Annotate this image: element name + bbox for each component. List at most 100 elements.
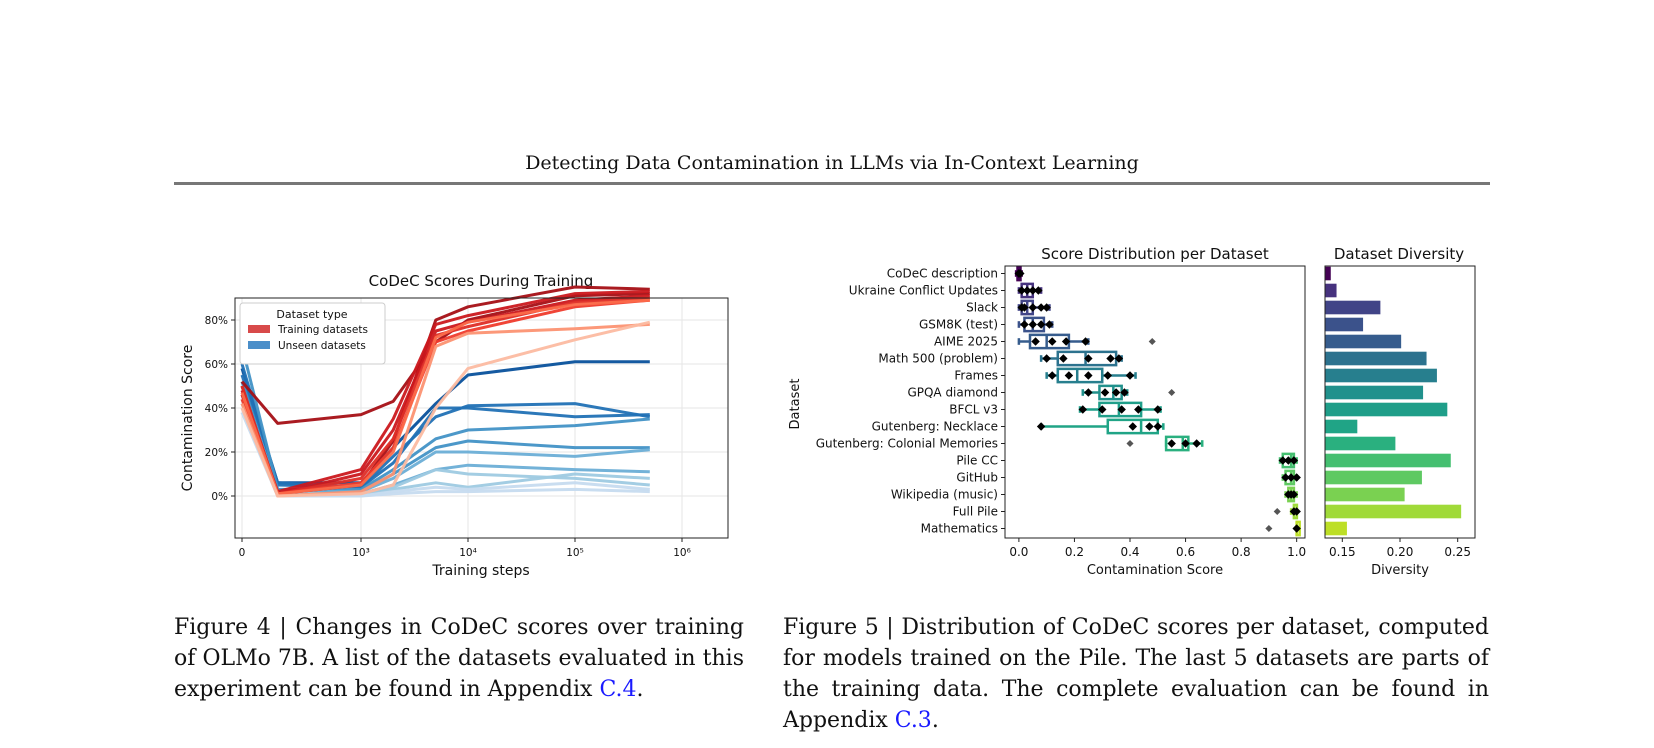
fig5-diversity-bar-9 <box>1325 419 1358 434</box>
fig5-diversity-bar-0 <box>1325 266 1331 281</box>
fig4-legend-entry-training: Training datasets <box>277 324 368 336</box>
fig5-point <box>1100 388 1110 397</box>
fig5-point <box>1081 337 1090 346</box>
fig4-series-training-2 <box>240 289 650 494</box>
caption-end: . <box>931 708 939 733</box>
fig5-box-5 <box>1039 350 1124 367</box>
fig5-category-label: Math 500 (problem) <box>878 352 998 366</box>
fig5-category-label: Full Pile <box>953 505 998 519</box>
fig5-category-label: BFCL v3 <box>949 403 998 417</box>
fig4-legend-entry-unseen: Unseen datasets <box>278 340 366 352</box>
fig5-point <box>1278 456 1288 465</box>
fig5-diversity-bar-14 <box>1325 504 1462 519</box>
fig5-diversity-bar-12 <box>1325 470 1422 485</box>
header-rule <box>174 182 1490 185</box>
figure-5-label: Figure 5 <box>783 615 879 640</box>
fig5-point <box>1153 422 1163 431</box>
figure-4-chart: CoDeC Scores During Training 0 10³ 10⁴ 10⁵ 1… <box>180 272 729 579</box>
fig5-bar-xtick-label: 0.25 <box>1444 545 1471 559</box>
fig5-point <box>1125 371 1135 380</box>
fig5-box-13 <box>1284 486 1299 503</box>
fig5-box-11 <box>1278 452 1299 469</box>
fig4-xtick-label: 0 <box>239 547 246 559</box>
fig5-point <box>1145 422 1154 431</box>
fig4-legend-swatch-training <box>248 325 270 333</box>
fig4-xtick-label: 10⁵ <box>566 547 584 559</box>
fig5-point <box>1281 473 1290 482</box>
fig5-point <box>1084 388 1093 397</box>
fig5-diversity-bar-13 <box>1325 487 1405 502</box>
figure-4-caption: Figure 4 | Changes in CoDeC scores over … <box>174 612 744 705</box>
fig5-diversity-bar-8 <box>1325 402 1448 417</box>
fig5-bar-title: Dataset Diversity <box>1334 245 1464 263</box>
fig5-point <box>1031 337 1040 346</box>
fig4-ylabel: Contamination Score <box>180 345 196 492</box>
fig4-series-training-8 <box>240 320 651 498</box>
fig5-point <box>1047 337 1057 346</box>
appendix-link-c4[interactable]: C.4 <box>599 677 637 702</box>
fig4-xtick-label: 10³ <box>352 547 370 559</box>
fig5-point <box>1059 354 1068 363</box>
fig4-legend-title: Dataset type <box>276 308 347 321</box>
fig5-point <box>1022 286 1032 295</box>
fig5-point <box>1106 354 1115 363</box>
fig5-box-6 <box>1045 367 1137 384</box>
fig4-series-unseen-9 <box>240 360 650 485</box>
fig5-bar-xlabel: Diversity <box>1371 563 1429 578</box>
fig4-title: CoDeC Scores During Training <box>369 272 594 290</box>
fig5-category-label: Gutenberg: Colonial Memories <box>816 437 998 451</box>
fig5-point <box>1292 473 1301 482</box>
fig5-bar-xtick-label: 0.15 <box>1329 545 1356 559</box>
fig5-ylabel: Dataset <box>788 379 803 430</box>
fig5-box-14 <box>1273 503 1301 520</box>
fig5-diversity-bar-4 <box>1325 334 1402 349</box>
fig5-point <box>1020 320 1029 329</box>
fig5-box-4 <box>1017 333 1156 350</box>
fig5-diversity-bar-2 <box>1325 300 1381 315</box>
fig5-diversity-bar-15 <box>1325 521 1347 536</box>
caption-end: . <box>636 677 644 702</box>
fig5-xtick-label: 0.4 <box>1120 545 1139 559</box>
fig5-outlier <box>1126 439 1134 448</box>
fig5-category-label: CoDeC description <box>887 267 998 281</box>
fig5-category-label: Slack <box>966 301 998 315</box>
fig5-xtick-label: 0.0 <box>1009 545 1028 559</box>
fig5-point <box>1047 371 1057 380</box>
fig5-diversity-bar-6 <box>1325 368 1437 383</box>
fig5-point <box>1153 405 1163 414</box>
fig4-legend-swatch-unseen <box>248 341 270 349</box>
fig4-ytick-label: 0% <box>211 491 228 503</box>
fig5-box-9 <box>1036 418 1165 435</box>
fig5-box-10 <box>1126 435 1204 452</box>
fig5-diversity-bar-11 <box>1325 453 1451 468</box>
fig5-point <box>1167 439 1176 448</box>
appendix-link-c3[interactable]: C.3 <box>894 708 932 733</box>
fig5-outlier <box>1148 337 1156 346</box>
fig4-ytick-label: 60% <box>205 359 228 371</box>
fig5-box-title: Score Distribution per Dataset <box>1041 245 1269 263</box>
fig5-box-0 <box>1014 265 1025 282</box>
fig5-point <box>1028 286 1038 295</box>
fig5-box-1 <box>1017 282 1043 299</box>
fig4-plot-frame <box>234 297 729 539</box>
fig5-point <box>1292 524 1301 533</box>
fig5-point <box>1028 320 1038 329</box>
fig5-category-label: Ukraine Conflict Updates <box>849 284 998 298</box>
fig5-point <box>1042 354 1051 363</box>
fig5-box-xlabel: Contamination Score <box>1087 563 1223 578</box>
caption-sep: | <box>270 615 296 640</box>
figure-5-chart: Score Distribution per Dataset Dataset D… <box>788 245 1476 578</box>
fig5-diversity-bar-3 <box>1325 317 1364 332</box>
fig4-series-training-6 <box>240 298 650 496</box>
fig4-xlabel: Training steps <box>431 563 529 579</box>
fig5-category-label: Frames <box>954 369 998 383</box>
fig5-box-7 <box>1081 384 1176 401</box>
fig4-legend: Dataset type Training datasets Unseen da… <box>239 302 386 365</box>
fig5-category-label: GitHub <box>956 471 998 485</box>
fig5-box-12 <box>1281 469 1301 486</box>
fig5-category-label: Gutenberg: Necklace <box>872 420 998 434</box>
figure-5-caption-text: Distribution of CoDeC scores per dataset… <box>783 615 1489 733</box>
fig4-xtick-label: 10⁶ <box>673 547 691 559</box>
fig5-outlier <box>1168 388 1176 397</box>
fig5-point <box>1120 388 1129 397</box>
